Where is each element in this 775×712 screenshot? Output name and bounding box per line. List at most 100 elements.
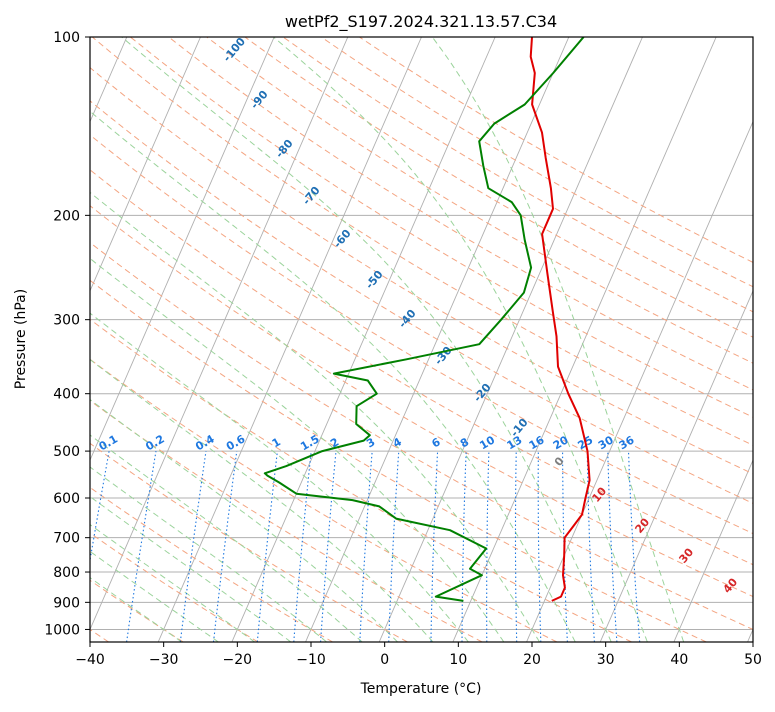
x-tick-label: −40	[75, 652, 105, 668]
mixing-ratio-line	[388, 451, 400, 642]
x-tick-label: −30	[149, 652, 179, 668]
dry-adiabat-line	[90, 100, 753, 504]
isotherm-line	[231, 37, 496, 642]
mixing-ratio-line	[586, 451, 595, 642]
moist-adiabat-line	[90, 550, 219, 642]
profile-lines	[263, 37, 591, 602]
y-tick-label: 200	[53, 208, 80, 224]
dry-adiabat-line	[90, 279, 707, 642]
dry-adiabat-line	[320, 37, 753, 288]
dry-adiabat-label: -50	[363, 268, 386, 292]
dry-adiabat-line	[90, 532, 259, 642]
isotherm-line	[378, 37, 643, 642]
dry-adiabat-line	[282, 37, 753, 313]
chart-title: wetPf2_S197.2024.321.13.57.C34	[285, 12, 557, 32]
isotherm-line	[452, 37, 717, 642]
dry-adiabat-label: -10	[508, 416, 531, 440]
mixing-ratio-line	[430, 451, 439, 642]
dry-adiabat-line	[90, 318, 632, 642]
mixing-ratio-label: 10	[477, 433, 497, 452]
dewpoint-profile-line	[263, 37, 585, 602]
x-tick-label: 10	[449, 652, 467, 668]
x-tick-label: −10	[296, 652, 326, 668]
isotherm-line	[157, 37, 422, 642]
mixing-ratio-label: 0.2	[143, 432, 166, 453]
y-tick-label: 700	[53, 531, 80, 547]
isotherm-line	[526, 120, 753, 642]
dry-adiabat-line	[90, 358, 558, 642]
mixing-ratio-line	[627, 451, 641, 642]
moist-adiabat-line	[90, 191, 540, 642]
y-tick-label: 100	[53, 30, 80, 46]
moist-adiabat-line	[121, 37, 612, 642]
mixing-ratio-label: 6	[430, 435, 443, 450]
y-tick-label: 800	[53, 565, 80, 581]
moist-adiabat-line	[90, 523, 255, 642]
dry-adiabat-label: -40	[396, 307, 419, 331]
mixing-ratio-label: 8	[458, 435, 471, 450]
y-tick-label: 300	[53, 313, 80, 329]
line-labels: 0.1 0.2 0.4 0.6 1 1.5 2 3 4 6 8 10 13 16 20 25 30 36-100-…	[97, 35, 741, 596]
y-tick-label: 500	[53, 444, 80, 460]
mixing-ratio-line	[486, 451, 490, 642]
dry-adiabat-line	[91, 37, 753, 446]
y-tick-label: 400	[53, 387, 80, 403]
dry-adiabat-line	[244, 37, 753, 338]
moist-adiabat-line	[273, 37, 648, 642]
isotherm-line	[90, 37, 275, 462]
x-axis-label: Temperature (°C)	[360, 681, 482, 697]
y-axis-label: Pressure (hPa)	[13, 289, 29, 389]
moist-adiabat-line	[90, 434, 363, 642]
mixing-ratio-label: 0.4	[193, 432, 217, 453]
isotherm-line	[90, 37, 201, 293]
dry-adiabat-line	[90, 66, 753, 475]
axis-ticks: −40 −30 −20 −10 0 10 20 30 40 5010020030040050060…	[44, 30, 762, 668]
mixing-ratio-line	[90, 451, 110, 564]
mixing-ratio-line	[359, 451, 373, 642]
moist-adiabat-line	[90, 577, 183, 642]
mixing-ratio-label: 30	[596, 433, 616, 452]
isotherm-line	[90, 37, 349, 631]
dry-adiabat-label: 20	[632, 515, 652, 535]
moist-adiabat-line	[90, 398, 398, 642]
y-tick-label: 1000	[44, 622, 80, 638]
mixing-ratio-line	[514, 451, 518, 642]
dry-adiabat-line	[359, 37, 753, 263]
moist-adiabat-line	[431, 37, 685, 642]
mixing-ratio-line	[179, 451, 207, 642]
moist-adiabat-line	[90, 312, 469, 642]
isotherm-line	[599, 289, 753, 642]
dry-adiabat-line	[90, 442, 408, 642]
mixing-ratio-label: 16	[527, 433, 547, 452]
dry-adiabat-line	[90, 134, 753, 535]
plot-frame	[89, 36, 754, 643]
temperature-profile-line	[529, 37, 591, 602]
isotherm-line	[747, 628, 753, 642]
x-tick-label: 20	[523, 652, 541, 668]
dry-adiabat-label: 40	[720, 575, 740, 595]
x-tick-label: −20	[223, 652, 253, 668]
mixing-ratio-label: 36	[617, 433, 637, 452]
moist-adiabat-line	[90, 358, 434, 642]
dry-adiabat-label: -20	[471, 381, 494, 405]
mixing-ratio-line	[126, 451, 157, 642]
dry-adiabat-line	[90, 205, 753, 598]
dry-adiabat-label: -60	[331, 227, 354, 251]
mixing-ratio-label: 20	[551, 433, 571, 452]
dry-adiabat-label: -70	[300, 184, 323, 208]
x-tick-label: 40	[670, 652, 688, 668]
dry-adiabat-label: -90	[248, 88, 271, 112]
dry-adiabat-label: -100	[220, 35, 248, 65]
mixing-ratio-label: 0.6	[224, 432, 248, 453]
dry-adiabat-line	[90, 486, 333, 642]
background-lines	[90, 37, 753, 642]
dry-adiabat-line	[90, 241, 753, 631]
mixing-ratio-label: 1	[270, 435, 283, 450]
y-tick-label: 900	[53, 595, 80, 611]
x-tick-label: 30	[597, 652, 615, 668]
mixing-ratio-label: 4	[391, 435, 404, 450]
moist-adiabat-line	[90, 466, 327, 642]
moist-adiabat-line	[90, 257, 505, 642]
